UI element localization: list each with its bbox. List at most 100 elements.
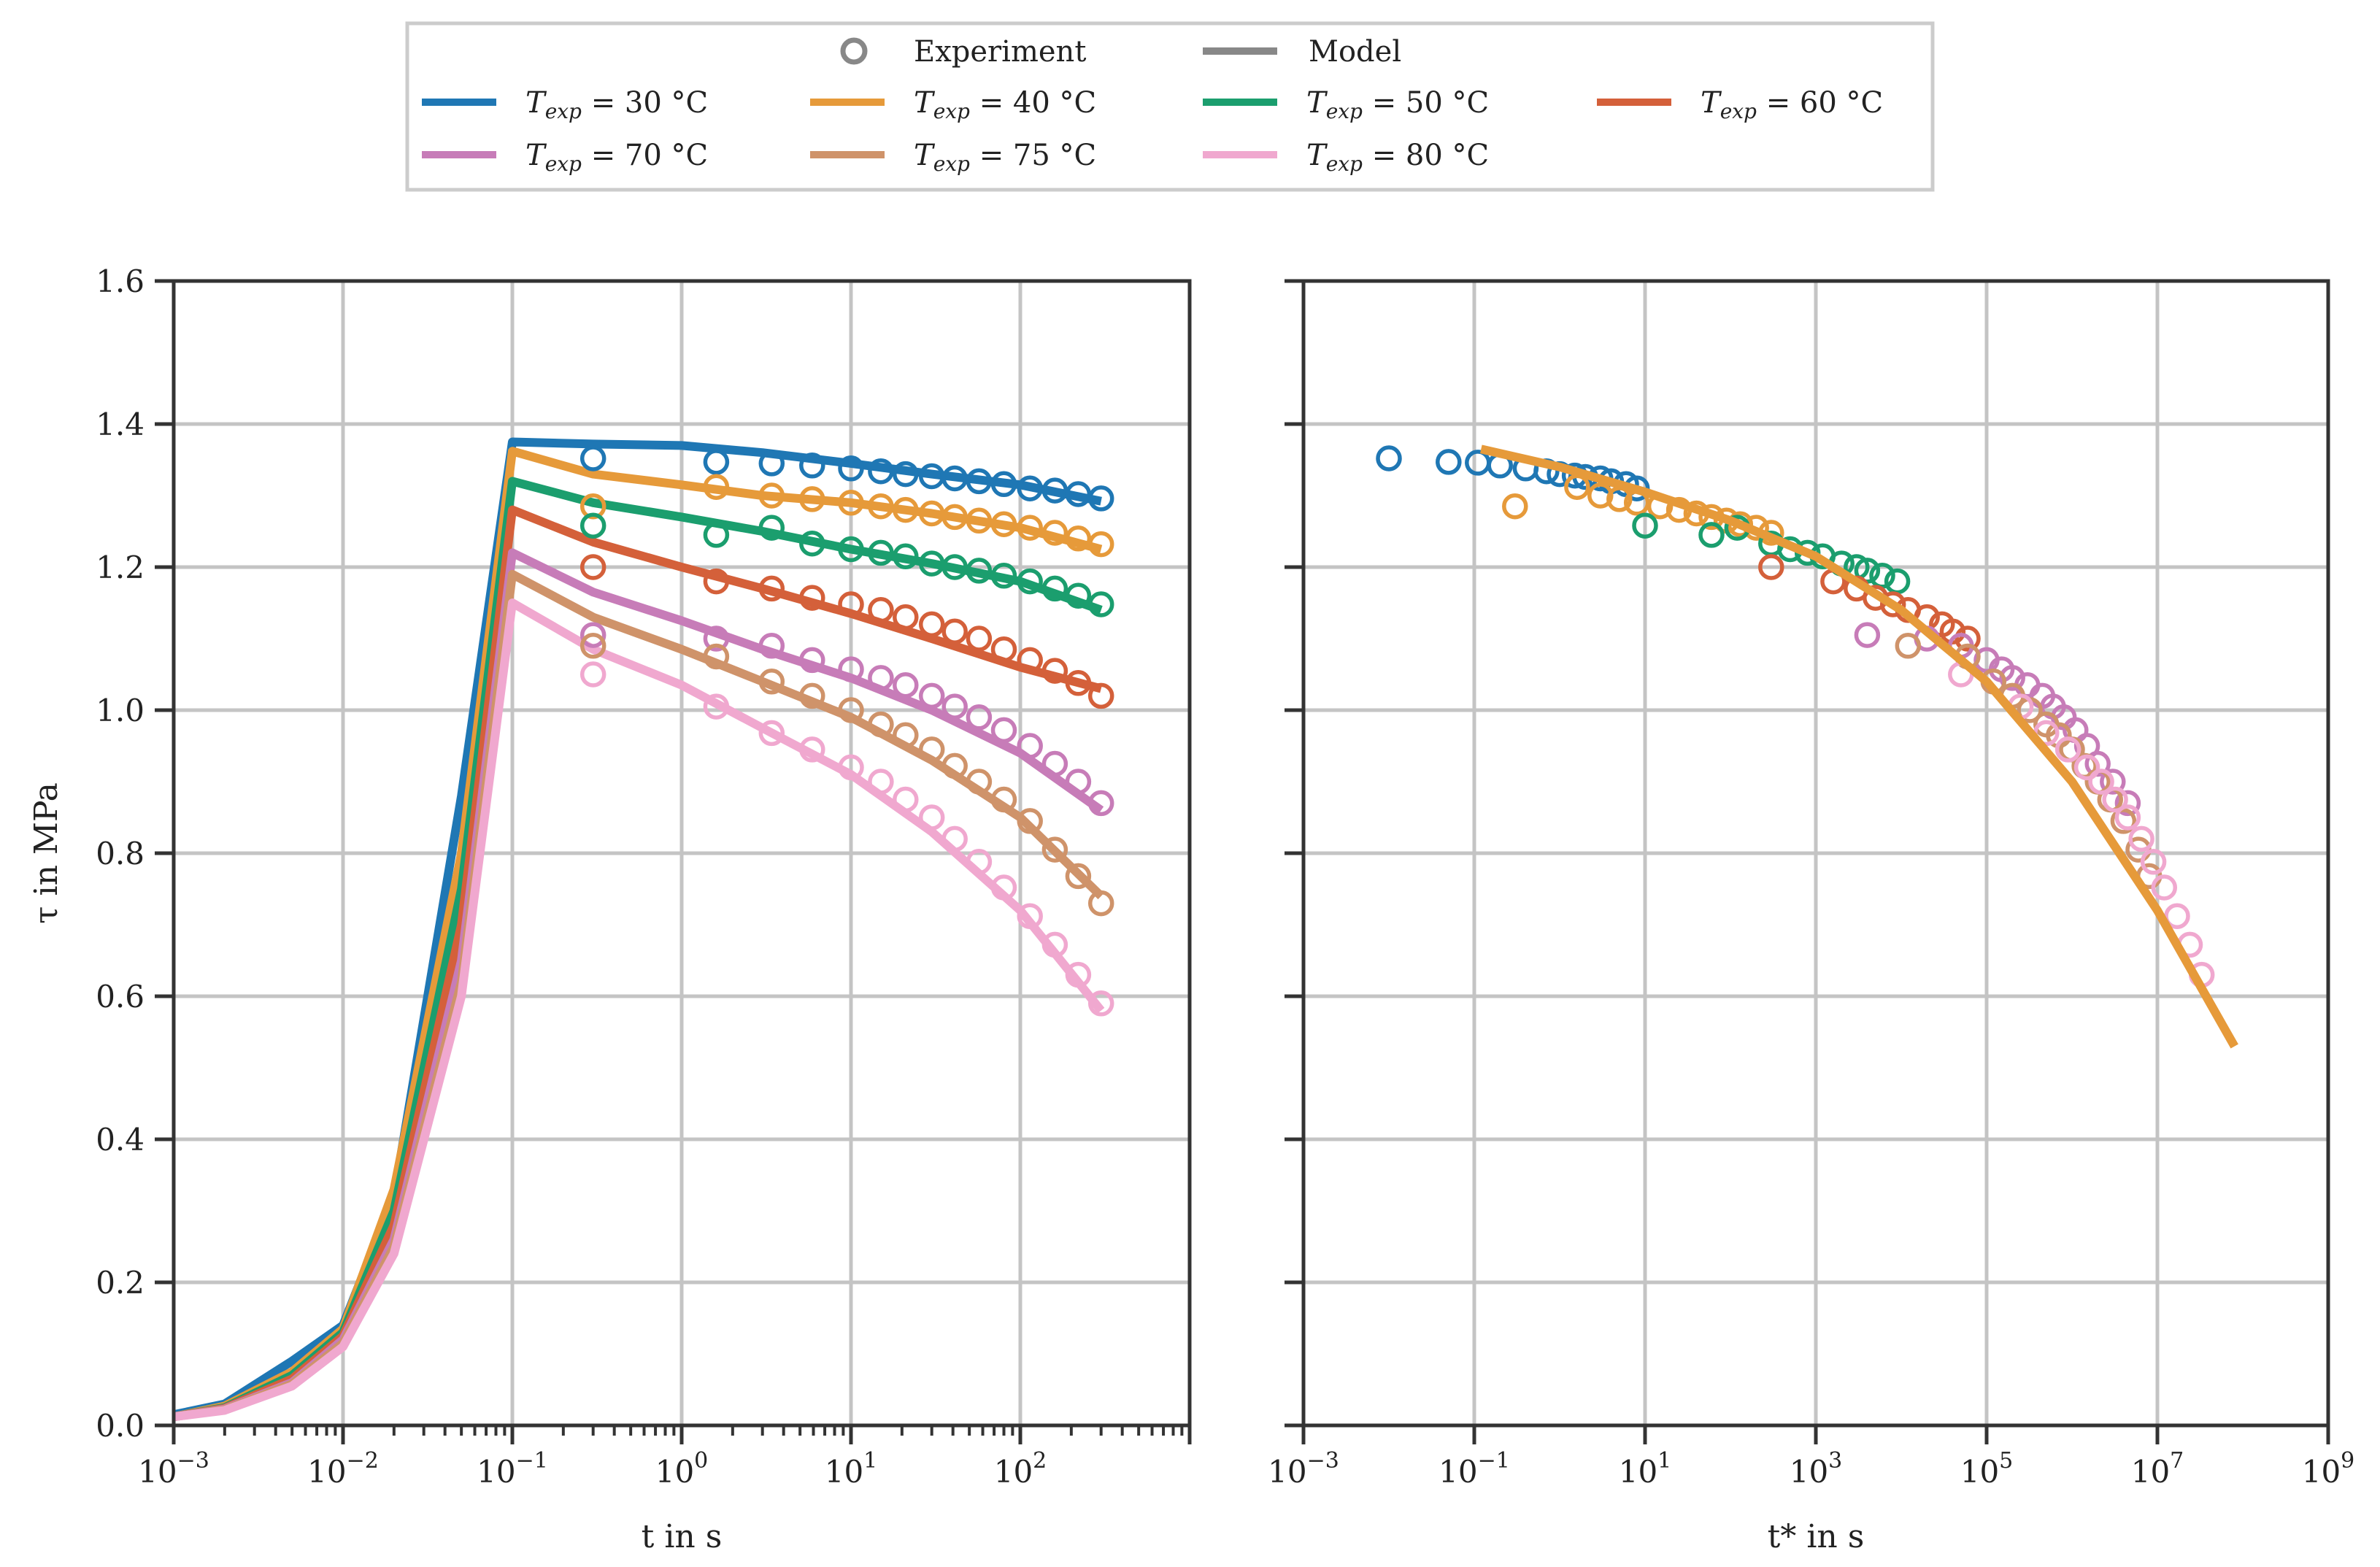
master-curve-model-line	[1479, 444, 2238, 1049]
experiment-marker-series-6	[1087, 890, 1114, 917]
legend-label-series-5: Texp = 70 °C	[525, 139, 708, 176]
experiment-marker-series-5	[868, 665, 894, 691]
legend-label-series-3: Texp = 50 °C	[1306, 86, 1489, 123]
left-y-tick-label: 1.2	[96, 550, 145, 585]
master-experiment-marker-series-7	[2128, 825, 2154, 852]
master-experiment-marker-series-5	[1999, 665, 2025, 691]
experiment-marker-series-6	[758, 669, 785, 695]
experiment-marker-series-5	[966, 704, 993, 731]
right-plot-panel: 10−3 10−1 101 103 105 107 109 t* in s	[1268, 279, 2355, 1555]
master-experiment-marker-series-7	[2054, 736, 2081, 763]
legend-label-model: Model	[1309, 35, 1401, 69]
experiment-marker-series-3	[1087, 591, 1114, 617]
experiment-marker-series-1	[893, 461, 919, 488]
experiment-marker-series-6	[1041, 836, 1068, 863]
experiment-marker-series-4	[893, 604, 919, 631]
master-experiment-marker-series-7	[2151, 874, 2178, 901]
master-experiment-marker-series-3	[1698, 522, 1725, 548]
master-experiment-marker-series-3	[1869, 563, 1895, 589]
legend-entry-series-4: Texp = 60 °C	[1597, 86, 1883, 123]
left-x-tick-label: 10−1	[477, 1448, 548, 1490]
experiment-marker-series-4	[838, 591, 864, 617]
experiment-marker-series-1	[868, 458, 894, 485]
master-experiment-marker-series-5	[1854, 622, 1881, 648]
experiment-marker-series-5	[838, 656, 864, 682]
experiment-marker-series-7	[1087, 990, 1114, 1017]
experiment-marker-series-6	[990, 786, 1017, 813]
experiment-marker-series-3	[941, 554, 968, 580]
experiment-marker-series-5	[1041, 750, 1068, 777]
experiment-marker-series-2	[966, 507, 993, 534]
left-y-tick-label: 0.2	[96, 1265, 145, 1301]
left-plot-panel: 0.0 0.2 0.4 0.6 0.8 1.0 1.2 1.4 1.6 10−3 10−2 10−1 1…	[28, 263, 1192, 1555]
experiment-marker-series-4	[868, 597, 894, 623]
right-x-tick-label: 109	[2302, 1448, 2355, 1490]
experiment-marker-series-5	[758, 633, 785, 659]
experiment-marker-series-1	[1017, 475, 1043, 501]
experiment-marker-series-4	[579, 554, 606, 580]
experiment-marker-series-4	[1087, 682, 1114, 709]
left-y-tick-label: 0.6	[96, 979, 145, 1014]
experiment-marker-series-5	[703, 625, 730, 652]
experiment-marker-series-2	[579, 493, 606, 520]
experiment-marker-series-4	[1041, 658, 1068, 684]
right-x-tick-label: 10−1	[1439, 1448, 1510, 1490]
experiment-marker-series-7	[941, 825, 968, 852]
experiment-marker-series-6	[918, 736, 945, 763]
experiment-marker-series-7	[838, 754, 864, 781]
master-experiment-marker-series-5	[2084, 750, 2111, 777]
experiment-marker-series-4	[703, 568, 730, 595]
experiment-marker-series-5	[1065, 769, 1092, 795]
left-y-tick-label: 1.0	[96, 693, 145, 728]
experiment-marker-series-6	[703, 643, 730, 670]
master-experiment-marker-series-1	[1436, 449, 1462, 475]
experiment-marker-series-1	[941, 465, 968, 492]
experiment-marker-series-5	[990, 717, 1017, 744]
master-experiment-marker-series-5	[2100, 769, 2126, 795]
experiment-marker-series-2	[1065, 525, 1092, 552]
legend-label-series-6: Texp = 75 °C	[914, 139, 1096, 176]
left-x-tick-label: 102	[994, 1448, 1047, 1490]
experiment-marker-series-1	[703, 449, 730, 475]
experiment-marker-series-4	[799, 585, 825, 611]
legend: Experiment Model Texp = 30 °C Texp = 40 °…	[405, 21, 1935, 192]
experiment-marker-series-3	[966, 558, 993, 584]
experiment-marker-series-3	[703, 522, 730, 548]
master-experiment-marker-series-6	[2110, 808, 2137, 834]
experiment-marker-series-2	[990, 511, 1017, 537]
experiment-marker-series-2	[758, 482, 785, 509]
experiment-marker-series-6	[579, 633, 606, 659]
experiment-marker-series-3	[868, 539, 894, 566]
experiment-marker-series-2	[893, 496, 919, 523]
experiment-marker-series-2	[838, 490, 864, 516]
experiment-marker-series-4	[966, 625, 993, 652]
experiment-marker-series-7	[918, 804, 945, 831]
master-experiment-marker-series-7	[2073, 754, 2100, 781]
right-x-tick-label: 107	[2131, 1448, 2184, 1490]
master-experiment-marker-series-7	[2088, 769, 2114, 795]
experiment-marker-series-2	[1041, 520, 1068, 546]
right-x-tick-label: 101	[1619, 1448, 1672, 1490]
experiment-marker-series-6	[893, 722, 919, 749]
legend-label-series-7: Texp = 80 °C	[1306, 139, 1489, 176]
right-x-tick-label: 103	[1790, 1448, 1843, 1490]
experiment-marker-series-2	[799, 486, 825, 512]
legend-label-series-4: Texp = 60 °C	[1701, 86, 1883, 123]
legend-entry-series-7: Texp = 80 °C	[1203, 139, 1489, 176]
experiment-marker-series-1	[838, 455, 864, 482]
left-x-tick-label: 101	[825, 1448, 878, 1490]
legend-entry-series-2: Texp = 40 °C	[810, 86, 1096, 123]
experiment-marker-series-6	[966, 769, 993, 795]
experiment-marker-series-6	[868, 711, 894, 738]
left-y-tick-label: 0.8	[96, 836, 145, 871]
experiment-marker-series-3	[799, 530, 825, 557]
master-experiment-marker-series-4	[1955, 625, 1981, 652]
experiment-marker-series-6	[799, 682, 825, 709]
experiment-marker-series-4	[918, 611, 945, 638]
experiment-marker-series-5	[918, 682, 945, 709]
experiment-marker-series-6	[1065, 863, 1092, 890]
master-experiment-marker-series-4	[1758, 554, 1784, 580]
experiment-marker-series-2	[868, 493, 894, 520]
experiment-marker-series-7	[1041, 931, 1068, 958]
